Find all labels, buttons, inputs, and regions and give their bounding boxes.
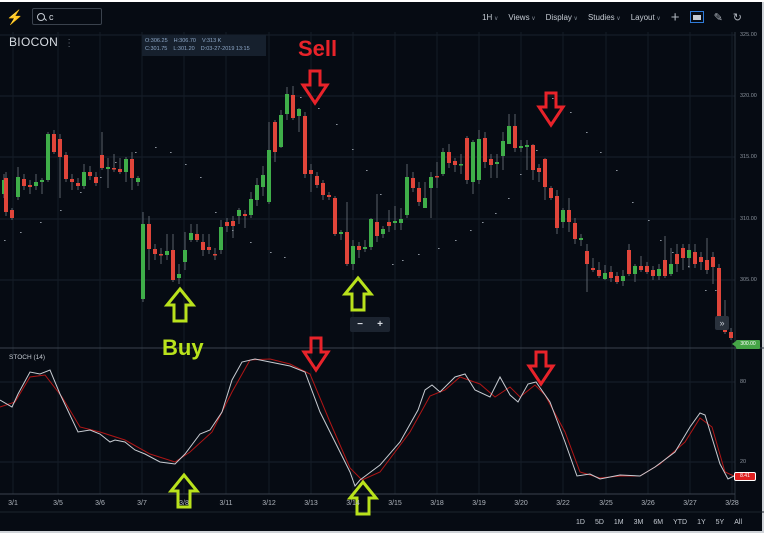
price-axis-label: 325.00 bbox=[740, 32, 757, 38]
layout-menu[interactable]: Layout bbox=[631, 13, 661, 22]
time-axis-label: 3/12 bbox=[262, 500, 276, 507]
chat-overlay-icon[interactable] bbox=[689, 11, 704, 23]
buy-annotation-label: Buy bbox=[162, 335, 204, 360]
time-axis-label: 3/27 bbox=[683, 500, 697, 507]
stoch-study-label[interactable]: STOCH (14) bbox=[9, 354, 45, 361]
price-axis-label: 315.00 bbox=[740, 154, 757, 160]
time-axis-label: 3/11 bbox=[219, 500, 233, 507]
search-value: c bbox=[49, 11, 54, 22]
reset-icon[interactable]: ↻ bbox=[732, 11, 742, 24]
time-axis-label: 3/20 bbox=[514, 500, 528, 507]
lightning-bolt-icon[interactable]: ⚡ bbox=[6, 9, 24, 25]
search-icon bbox=[37, 12, 45, 21]
high-value: H:306.70 bbox=[173, 38, 196, 44]
sell-annotation-label: Sell bbox=[298, 36, 338, 61]
views-menu[interactable]: Views bbox=[508, 13, 535, 22]
range-1y[interactable]: 1Y bbox=[697, 519, 706, 526]
time-axis-label: 3/22 bbox=[556, 500, 570, 507]
studies-menu[interactable]: Studies bbox=[588, 13, 621, 22]
date-value: D:03-27-2019 13:15 bbox=[200, 46, 250, 52]
symbol-search-input[interactable]: c bbox=[32, 8, 102, 25]
stoch-value-tag: 8.41 bbox=[734, 472, 756, 481]
time-axis-label: 3/25 bbox=[599, 500, 613, 507]
range-5y[interactable]: 5Y bbox=[715, 519, 725, 526]
time-axis-label: 3/28 bbox=[725, 500, 739, 507]
plus-icon[interactable]: + bbox=[670, 8, 680, 26]
time-axis-label: 3/8 bbox=[179, 500, 189, 507]
time-axis-label: 3/1 bbox=[8, 500, 18, 507]
range-5d[interactable]: 5D bbox=[594, 519, 604, 526]
time-axis-label: 3/7 bbox=[137, 500, 147, 507]
range-6m[interactable]: 6M bbox=[653, 519, 664, 526]
time-axis-label: 3/5 bbox=[53, 500, 63, 507]
time-axis-label: 3/15 bbox=[388, 500, 402, 507]
range-1m[interactable]: 1M bbox=[613, 519, 624, 526]
time-axis-label: 3/19 bbox=[472, 500, 486, 507]
pencil-icon[interactable]: ✎ bbox=[713, 11, 723, 24]
low-value: L:301.20 bbox=[173, 46, 195, 52]
last-price-tag: 300.00 bbox=[732, 340, 760, 349]
time-axis-label: 3/18 bbox=[430, 500, 444, 507]
range-ytd[interactable]: YTD bbox=[673, 519, 688, 526]
more-options-icon[interactable]: ⋮ bbox=[64, 38, 75, 49]
interval-dropdown[interactable]: 1H bbox=[482, 13, 498, 22]
price-axis-label: 310.00 bbox=[740, 216, 757, 222]
zoom-out-button[interactable]: − bbox=[357, 319, 363, 330]
close-value: C:301.75 bbox=[145, 46, 168, 52]
stoch-axis-label: 80 bbox=[740, 379, 747, 385]
range-all[interactable]: All bbox=[734, 519, 742, 526]
time-axis-label: 3/26 bbox=[641, 500, 655, 507]
toolbar: ⚡ c 1H Views Display Studies Layout + ✎ … bbox=[0, 2, 764, 32]
display-menu[interactable]: Display bbox=[546, 13, 578, 22]
toolbar-menu: 1H Views Display Studies Layout + ✎ ↻ bbox=[482, 2, 742, 32]
stoch-axis-label: 20 bbox=[740, 459, 747, 465]
time-axis-label: 3/13 bbox=[304, 500, 318, 507]
range-1d[interactable]: 1D bbox=[575, 519, 585, 526]
price-axis-label: 320.00 bbox=[740, 93, 757, 99]
price-axis-label: 305.00 bbox=[740, 277, 757, 283]
range-selector: 1D 5D 1M 3M 6M YTD 1Y 5Y All bbox=[576, 519, 742, 526]
range-3m[interactable]: 3M bbox=[633, 519, 644, 526]
time-axis-label: 3/14 bbox=[346, 500, 360, 507]
zoom-controls: − + bbox=[350, 317, 390, 332]
volume-value: V:313 K bbox=[201, 38, 222, 44]
scroll-to-end-button[interactable]: » bbox=[715, 316, 729, 330]
time-axis-label: 3/6 bbox=[95, 500, 105, 507]
zoom-in-button[interactable]: + bbox=[377, 319, 383, 330]
symbol-label: BIOCON ⋮ bbox=[9, 35, 75, 49]
ohlc-tooltip: O:306.25 H:306.70 V:313 K C:301.75 L:301.20… bbox=[142, 35, 266, 56]
open-value: O:306.25 bbox=[145, 38, 168, 44]
